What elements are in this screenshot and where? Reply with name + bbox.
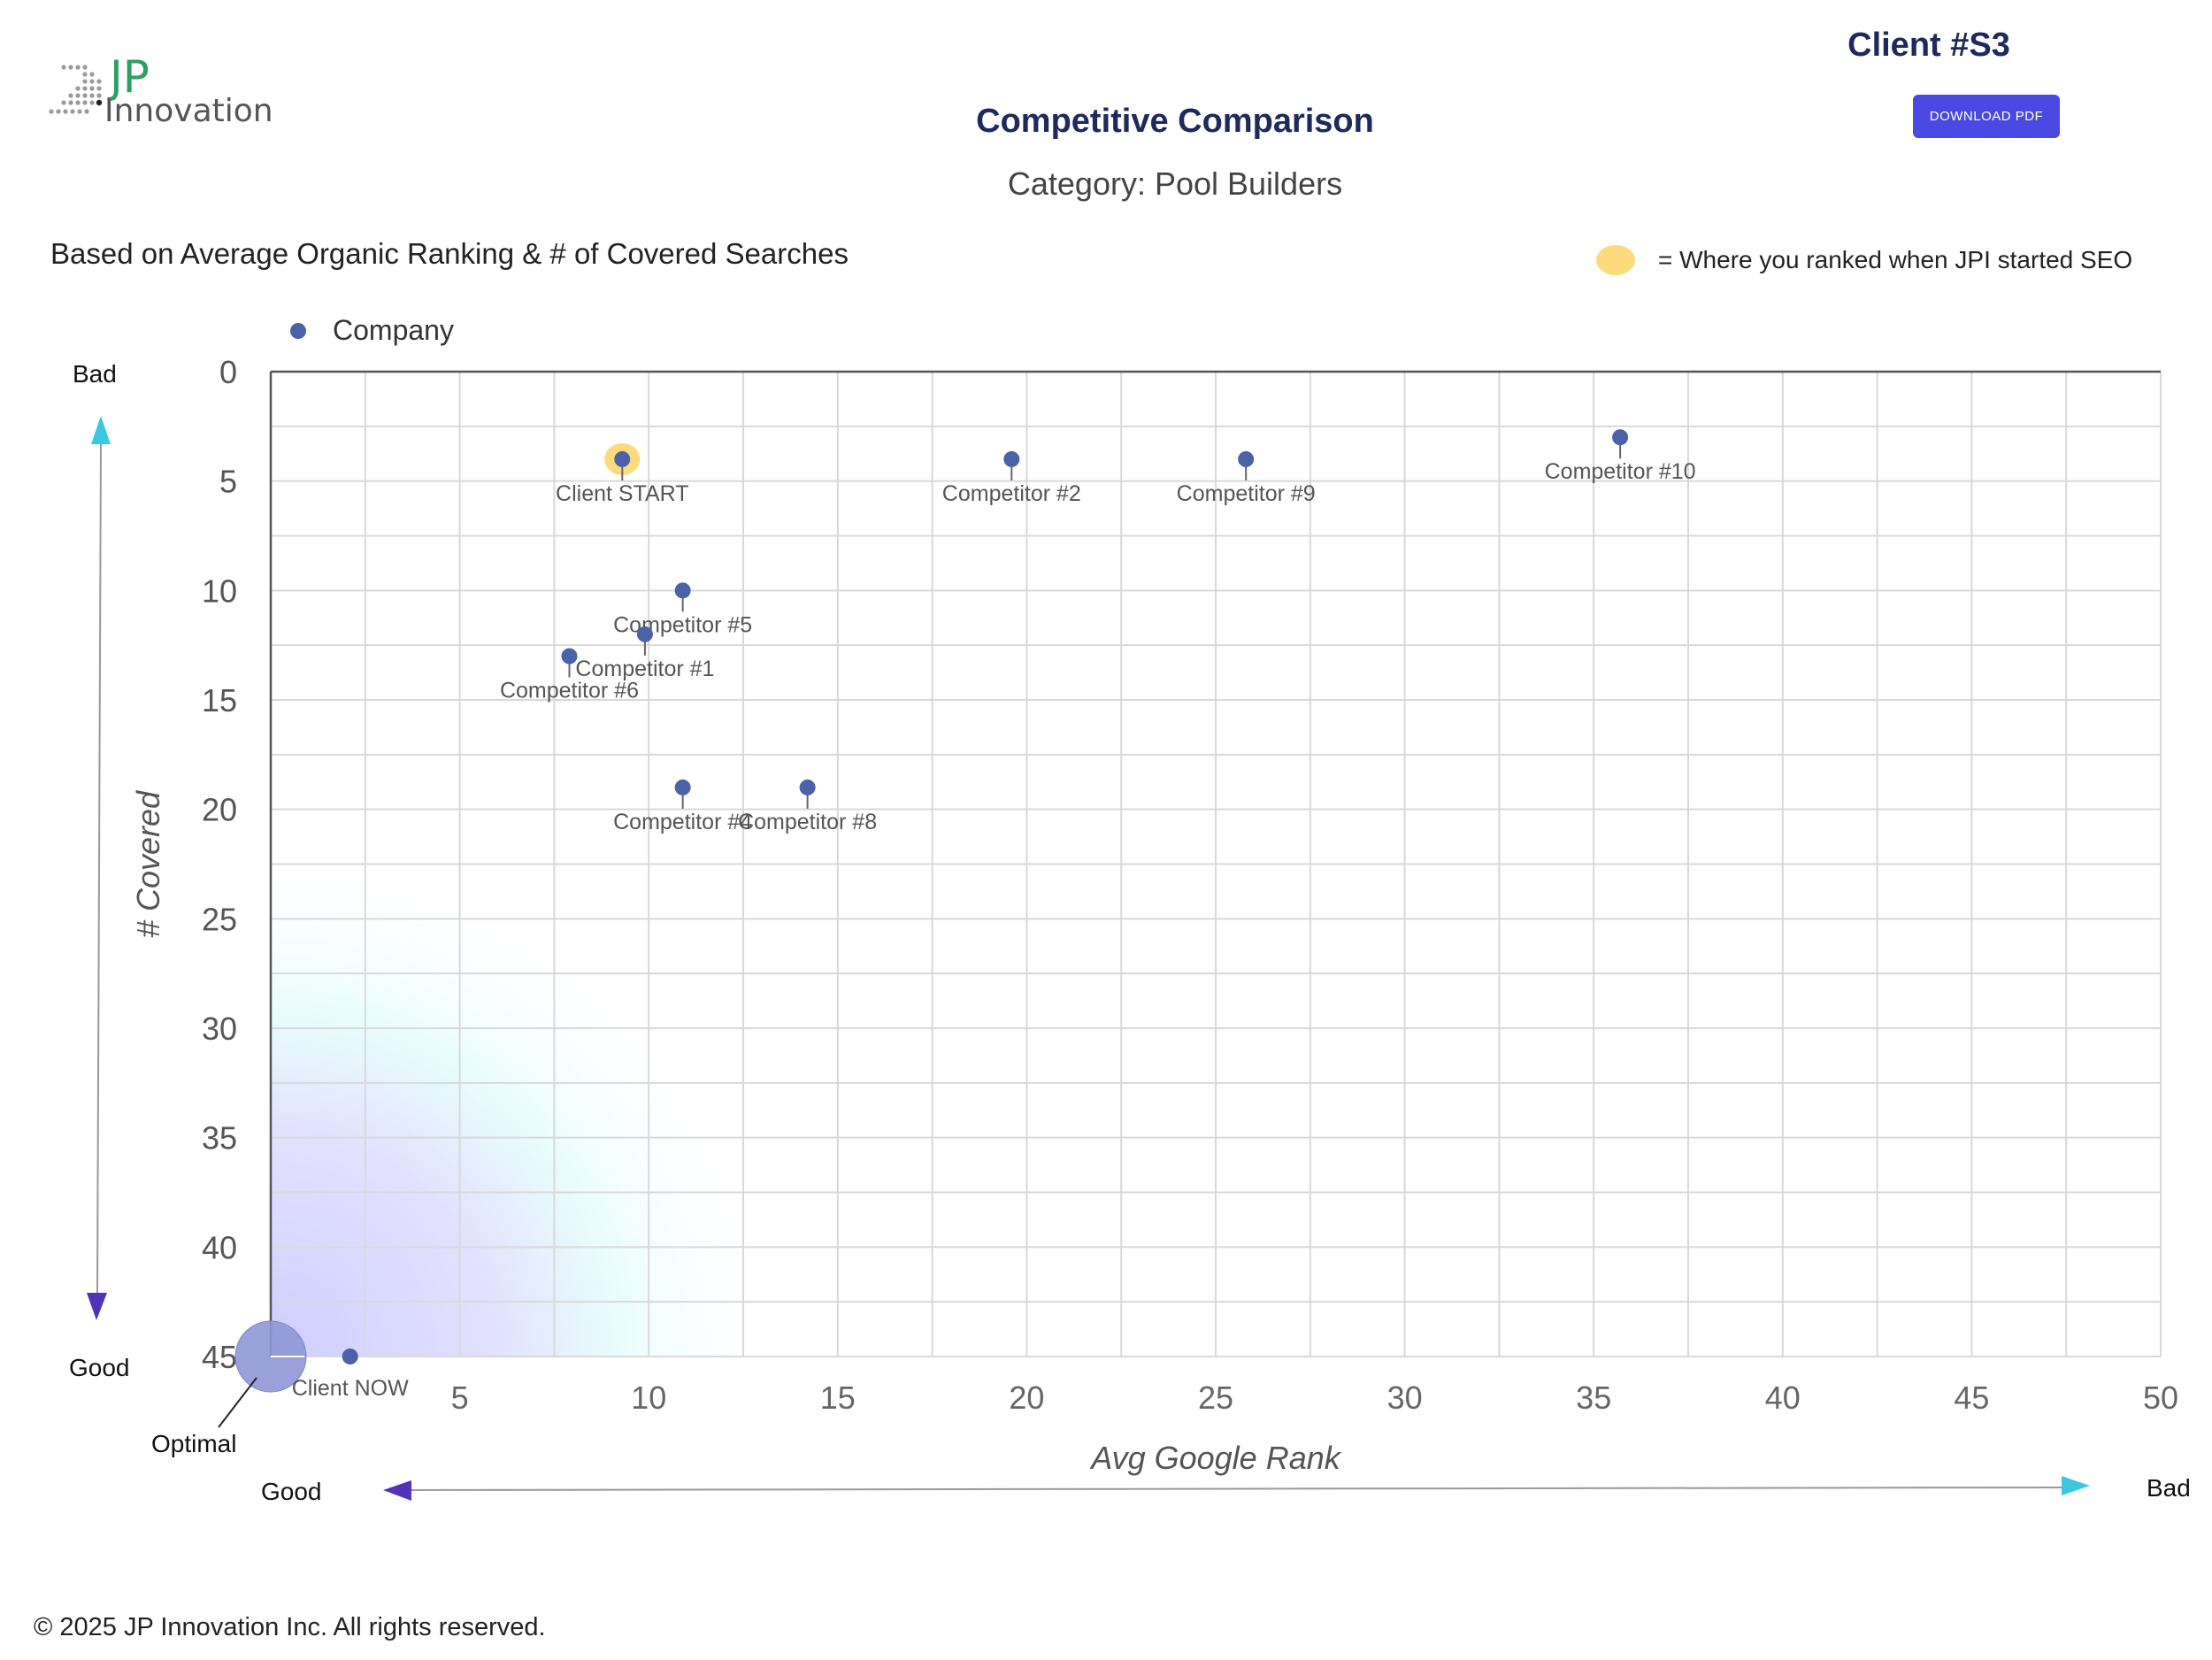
start-legend-label: = Where you ranked when JPI started SEO bbox=[1658, 246, 2133, 273]
data-point[interactable] bbox=[614, 450, 631, 467]
x-tick-labels: 5 10 15 20 25 30 35 40 45 50 bbox=[451, 1379, 2178, 1416]
chart-grid bbox=[270, 371, 2162, 1357]
x-tick-label: 20 bbox=[1009, 1379, 1044, 1416]
data-point-label: Competitor #2 bbox=[942, 481, 1081, 506]
data-point-label: Client NOW bbox=[292, 1376, 409, 1401]
y-tick-label: 10 bbox=[202, 573, 237, 609]
chart-subtitle: Based on Average Organic Ranking & # of … bbox=[50, 237, 849, 270]
y-tick-label: 40 bbox=[202, 1229, 237, 1265]
data-point-label: Competitor #1 bbox=[575, 657, 714, 681]
chart-axes bbox=[269, 370, 2161, 1356]
download-pdf-button[interactable]: DOWNLOAD PDF bbox=[1913, 95, 2060, 138]
series-legend: Company bbox=[290, 314, 454, 347]
client-id: Client #S3 bbox=[1847, 27, 2010, 64]
y-tick-label: 25 bbox=[202, 901, 237, 937]
x-tick-label: 35 bbox=[1576, 1379, 1611, 1416]
y-tick-label: 35 bbox=[202, 1120, 237, 1157]
data-point-label: Competitor #6 bbox=[500, 679, 639, 703]
data-point[interactable] bbox=[799, 779, 816, 795]
y-tick-label: 45 bbox=[202, 1339, 237, 1375]
x-guide-arrow bbox=[383, 1476, 2090, 1501]
data-point[interactable] bbox=[674, 582, 691, 599]
y-axis-label: # Covered bbox=[130, 790, 166, 938]
x-tick-label: 5 bbox=[451, 1379, 469, 1416]
data-point[interactable] bbox=[674, 779, 691, 795]
logo-jp-text: JP bbox=[110, 51, 150, 103]
data-point[interactable] bbox=[1238, 450, 1255, 467]
data-point-label: Competitor #10 bbox=[1545, 459, 1696, 484]
x-tick-label: 45 bbox=[1954, 1379, 1989, 1416]
x-guide-good-label: Good bbox=[261, 1478, 322, 1505]
data-point-label: Competitor #9 bbox=[1177, 481, 1316, 506]
data-point-label: Competitor #4 bbox=[613, 810, 752, 834]
dot-grid-icon bbox=[49, 65, 103, 114]
data-point-label: Client START bbox=[556, 481, 689, 506]
copyright-footer: © 2025 JP Innovation Inc. All rights res… bbox=[34, 1613, 546, 1641]
x-tick-label: 25 bbox=[1198, 1379, 1233, 1416]
y-tick-label: 5 bbox=[219, 464, 237, 500]
data-point-label: Competitor #5 bbox=[613, 612, 752, 637]
data-point[interactable] bbox=[561, 648, 578, 665]
y-guide-bad-label: Bad bbox=[73, 360, 117, 388]
series-legend-label: Company bbox=[333, 314, 454, 346]
optimal-label: Optimal bbox=[151, 1430, 237, 1457]
y-tick-labels: 0 5 10 15 20 25 30 35 40 45 bbox=[202, 354, 237, 1375]
data-points: Client START Competitor #2 Competitor #9 Co… bbox=[234, 429, 1696, 1401]
x-tick-label: 50 bbox=[2143, 1379, 2178, 1416]
data-point[interactable] bbox=[342, 1349, 358, 1364]
data-point-label: Competitor #8 bbox=[738, 810, 877, 834]
y-tick-label: 20 bbox=[202, 792, 237, 828]
page-title: Competitive Comparison bbox=[976, 103, 1374, 140]
x-tick-label: 30 bbox=[1387, 1379, 1423, 1416]
category-label: Category: Pool Builders bbox=[1007, 165, 1343, 202]
x-axis-label: Avg Google Rank bbox=[1089, 1440, 1342, 1476]
data-point[interactable] bbox=[636, 626, 653, 642]
optimal-zone bbox=[271, 849, 766, 1356]
y-guide-good-label: Good bbox=[69, 1354, 130, 1381]
start-position-legend: = Where you ranked when JPI started SEO bbox=[1596, 245, 2132, 275]
x-tick-label: 15 bbox=[820, 1379, 856, 1416]
series-marker-icon bbox=[290, 322, 306, 339]
data-point[interactable] bbox=[1003, 450, 1020, 467]
jp-innovation-logo: JP Innovation bbox=[48, 51, 273, 140]
data-point[interactable] bbox=[1612, 429, 1629, 446]
y-guide-arrow bbox=[87, 416, 111, 1320]
logo-innovation-text: Innovation bbox=[104, 93, 273, 129]
y-tick-label: 0 bbox=[219, 354, 237, 390]
x-tick-label: 40 bbox=[1765, 1379, 1801, 1416]
x-tick-label: 10 bbox=[631, 1379, 666, 1416]
optimal-pointer bbox=[218, 1377, 257, 1428]
x-guide-bad-label: Bad bbox=[2147, 1474, 2191, 1502]
y-tick-label: 15 bbox=[202, 682, 237, 719]
start-highlight-swatch bbox=[1596, 245, 1635, 275]
y-tick-label: 30 bbox=[202, 1011, 237, 1047]
